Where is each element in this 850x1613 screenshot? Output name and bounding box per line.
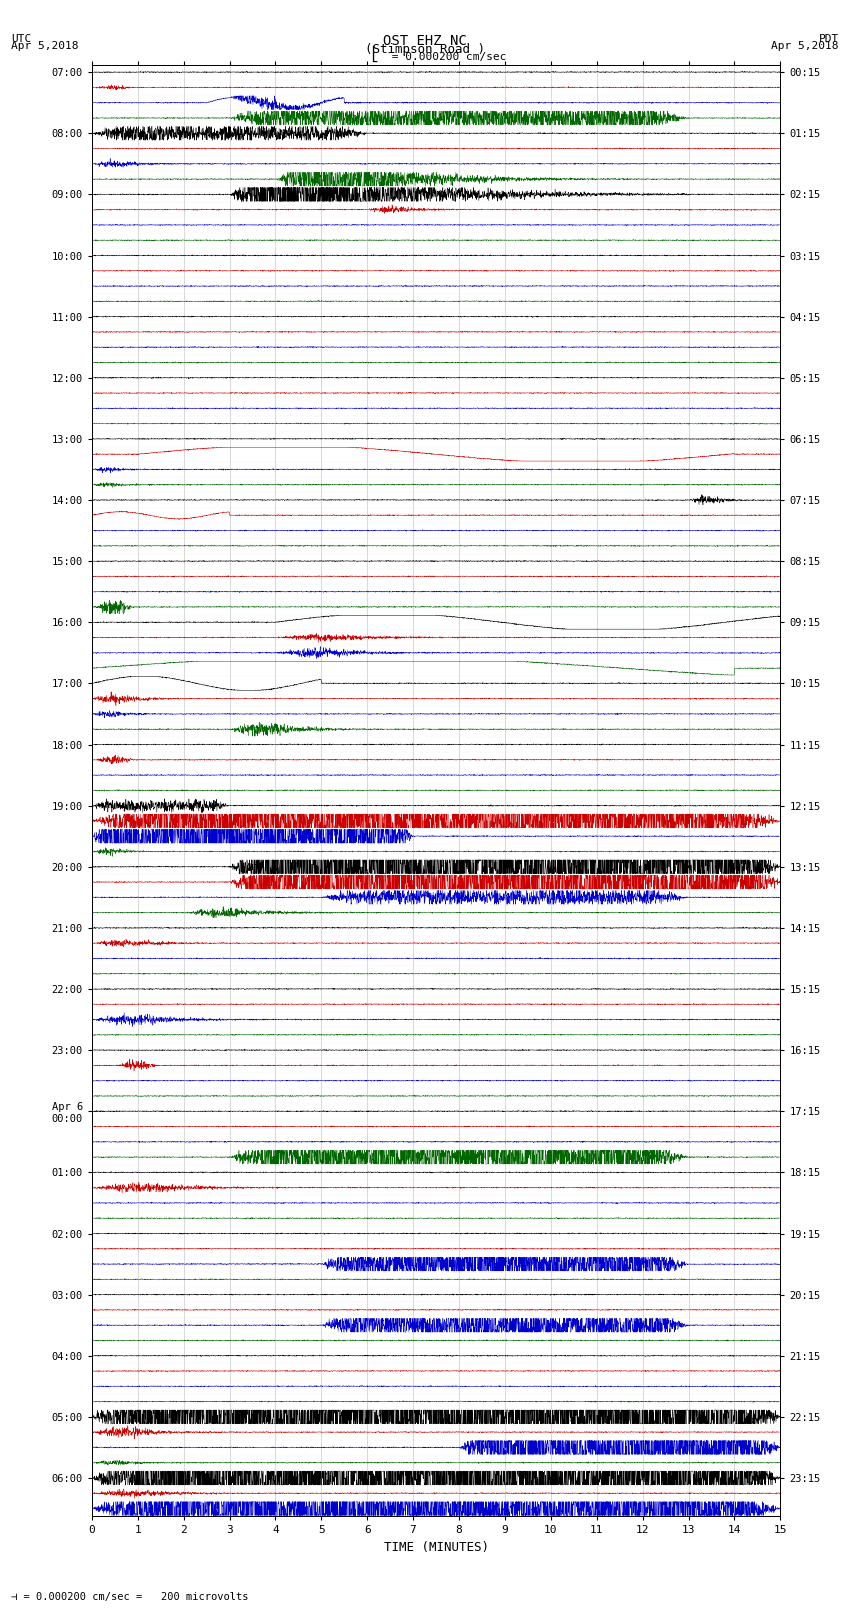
Text: UTC: UTC <box>11 34 31 44</box>
Text: (Stimpson Road ): (Stimpson Road ) <box>365 42 485 56</box>
Text: ⎣: ⎣ <box>370 45 378 63</box>
Text: = 0.000200 cm/sec: = 0.000200 cm/sec <box>385 52 507 63</box>
Text: Apr 5,2018: Apr 5,2018 <box>772 40 839 50</box>
X-axis label: TIME (MINUTES): TIME (MINUTES) <box>383 1540 489 1553</box>
Text: OST EHZ NC: OST EHZ NC <box>383 34 467 48</box>
Text: PDT: PDT <box>819 34 839 44</box>
Text: Apr 5,2018: Apr 5,2018 <box>11 40 78 50</box>
Text: ⊣ = 0.000200 cm/sec =   200 microvolts: ⊣ = 0.000200 cm/sec = 200 microvolts <box>11 1592 248 1602</box>
